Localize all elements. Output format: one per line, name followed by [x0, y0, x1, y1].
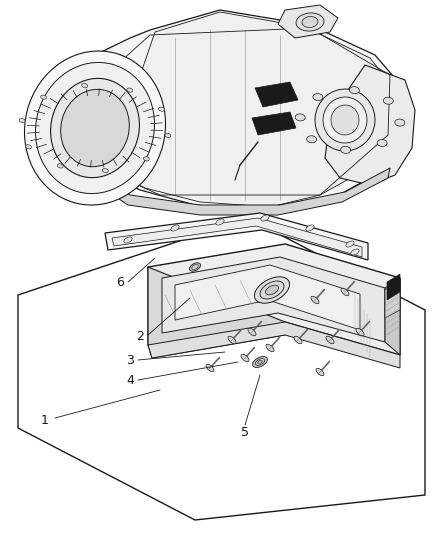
Ellipse shape: [60, 90, 129, 167]
Ellipse shape: [255, 359, 265, 366]
Ellipse shape: [302, 17, 318, 28]
Ellipse shape: [265, 285, 279, 295]
Ellipse shape: [307, 136, 317, 143]
Ellipse shape: [254, 277, 290, 303]
Ellipse shape: [383, 97, 393, 104]
Polygon shape: [108, 12, 395, 207]
Polygon shape: [162, 257, 385, 342]
Ellipse shape: [144, 157, 149, 161]
Polygon shape: [385, 278, 400, 355]
Ellipse shape: [102, 168, 108, 173]
Polygon shape: [387, 274, 400, 300]
Polygon shape: [148, 267, 285, 358]
Ellipse shape: [313, 93, 323, 101]
Polygon shape: [325, 65, 415, 185]
Text: 4: 4: [126, 374, 134, 386]
Text: 3: 3: [126, 353, 134, 367]
Ellipse shape: [190, 263, 201, 271]
Polygon shape: [112, 218, 362, 257]
Text: 5: 5: [241, 425, 249, 439]
Ellipse shape: [323, 97, 367, 143]
Polygon shape: [98, 168, 390, 215]
Ellipse shape: [311, 296, 319, 304]
Polygon shape: [105, 213, 368, 260]
Ellipse shape: [356, 328, 364, 336]
Polygon shape: [385, 280, 400, 318]
Ellipse shape: [377, 140, 387, 147]
Ellipse shape: [216, 219, 224, 225]
Ellipse shape: [331, 105, 359, 135]
Ellipse shape: [261, 215, 269, 221]
Text: 6: 6: [116, 277, 124, 289]
Ellipse shape: [350, 86, 359, 94]
Polygon shape: [252, 112, 296, 135]
Ellipse shape: [25, 145, 32, 149]
Ellipse shape: [82, 84, 88, 87]
Ellipse shape: [266, 344, 274, 352]
Polygon shape: [148, 322, 400, 368]
Ellipse shape: [341, 288, 349, 296]
Polygon shape: [278, 5, 338, 38]
Ellipse shape: [260, 281, 284, 299]
Ellipse shape: [206, 364, 214, 372]
Text: 1: 1: [41, 414, 49, 426]
Ellipse shape: [315, 89, 375, 151]
Polygon shape: [148, 244, 400, 355]
Polygon shape: [175, 265, 360, 330]
Ellipse shape: [253, 357, 267, 367]
Ellipse shape: [35, 62, 155, 193]
Ellipse shape: [25, 51, 166, 205]
Ellipse shape: [295, 114, 305, 121]
Ellipse shape: [346, 241, 354, 247]
Ellipse shape: [326, 336, 334, 344]
Ellipse shape: [248, 328, 256, 336]
Ellipse shape: [241, 354, 249, 362]
Ellipse shape: [124, 237, 132, 243]
Ellipse shape: [50, 78, 139, 177]
Text: 2: 2: [136, 330, 144, 343]
Ellipse shape: [316, 368, 324, 376]
Ellipse shape: [19, 118, 25, 123]
Ellipse shape: [395, 119, 405, 126]
Ellipse shape: [294, 336, 302, 344]
Ellipse shape: [165, 133, 171, 138]
Ellipse shape: [57, 164, 63, 168]
Ellipse shape: [171, 225, 179, 231]
Ellipse shape: [228, 336, 236, 344]
Ellipse shape: [296, 13, 324, 31]
Polygon shape: [255, 82, 298, 107]
Ellipse shape: [192, 264, 198, 269]
Polygon shape: [55, 10, 405, 210]
Ellipse shape: [341, 147, 351, 154]
Ellipse shape: [258, 360, 262, 364]
Ellipse shape: [41, 95, 46, 99]
Polygon shape: [18, 218, 425, 520]
Ellipse shape: [127, 88, 133, 92]
Ellipse shape: [351, 249, 359, 255]
Ellipse shape: [159, 107, 164, 111]
Ellipse shape: [306, 225, 314, 231]
